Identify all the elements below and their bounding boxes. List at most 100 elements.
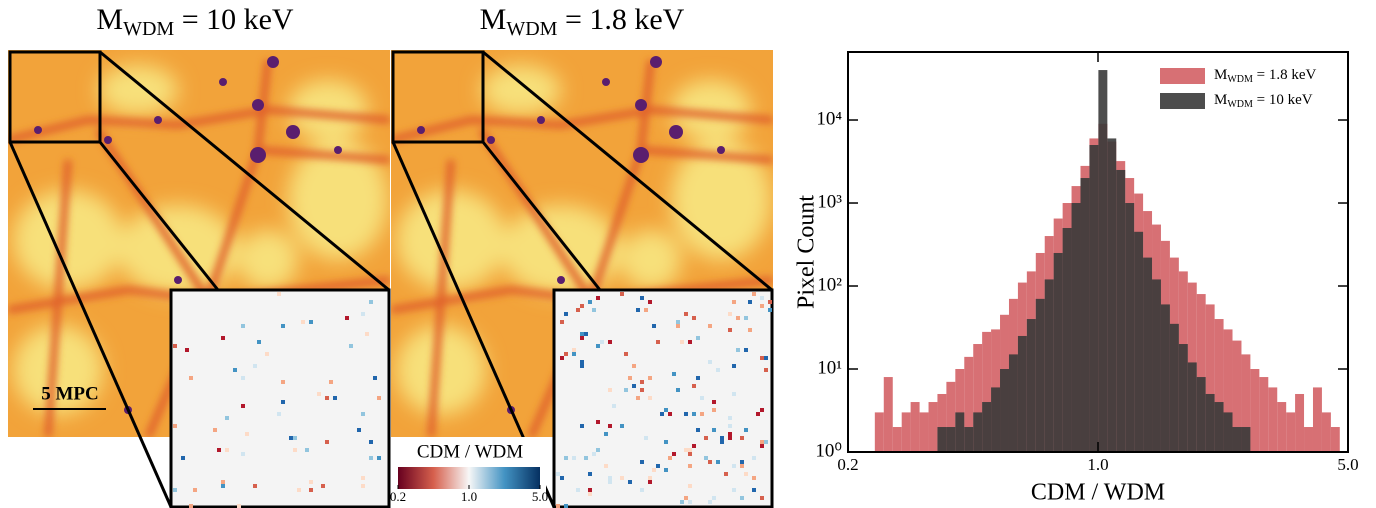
plot-frame (847, 51, 1349, 453)
inset-pixel (676, 388, 680, 392)
inset-pixel (744, 428, 748, 432)
histogram-bar (946, 427, 956, 452)
inset-pixel (712, 496, 716, 500)
inset-pixel (576, 308, 580, 312)
inset-pixel (592, 308, 596, 312)
colorbar-tick-label: 0.2 (390, 489, 406, 504)
inset-pixel (189, 376, 193, 380)
inset-pixel (696, 336, 700, 340)
x-tick-label: 1.0 (1087, 455, 1108, 474)
inset-pixel (281, 324, 285, 328)
inset-pixel (656, 340, 660, 344)
inset-pixel (708, 360, 712, 364)
inset-pixel (708, 324, 712, 328)
inset-pixel (760, 408, 764, 412)
histogram-bar (1241, 427, 1251, 452)
histogram-bar (1089, 145, 1099, 452)
inset-pixel (684, 412, 688, 416)
inset-pixel (648, 476, 652, 480)
histogram-bar (1205, 304, 1215, 452)
inset-pixel (728, 436, 732, 440)
inset-pixel (716, 460, 720, 464)
inset-pixel (644, 436, 648, 440)
inset-pixel (688, 340, 692, 344)
inset-pixels (173, 292, 772, 508)
inset-pixel (241, 376, 245, 380)
inset-pixel (760, 444, 764, 448)
inset-pixel (325, 396, 329, 400)
inset-pixel (584, 456, 588, 460)
inset-pixel (173, 488, 177, 492)
inset-pixel (636, 396, 640, 400)
inset-pixel (740, 436, 744, 440)
inset-pixel (648, 396, 652, 400)
histogram-bar (1312, 387, 1322, 452)
inset-pixel (245, 432, 249, 436)
inset-pixel (556, 504, 560, 508)
inset-pixel (277, 412, 281, 416)
inset-pixel (732, 488, 736, 492)
y-tick-label: 10⁰ (815, 440, 842, 461)
legend-part: M (1214, 67, 1227, 83)
title-part: = 1.8 keV (557, 3, 684, 36)
inset-pixel (241, 452, 245, 456)
histogram-bar (937, 393, 947, 452)
inset-pixel (708, 460, 712, 464)
inset-pixel (365, 332, 369, 336)
histogram-bar (1214, 402, 1224, 452)
y-axis-label: Pixel Count (794, 195, 820, 309)
inset-pixel (692, 412, 696, 416)
inset-pixel (628, 376, 632, 380)
inset-pixel (185, 348, 189, 352)
inset-pixel (768, 300, 772, 304)
legend-label: MWDM = 1.8 keV (1214, 67, 1317, 85)
histogram-bar (1143, 257, 1153, 452)
inset-pixel (193, 488, 197, 492)
inset-pixel (684, 448, 688, 452)
inset-pixel (584, 332, 588, 336)
inset-pixel (257, 340, 261, 344)
inset-pixel (752, 488, 756, 492)
inset-pixel (564, 352, 568, 356)
inset-pixel (361, 476, 365, 480)
colorbar-tick-label: 1.0 (461, 489, 477, 504)
inset-pixel (592, 452, 596, 456)
inset-pixel (688, 500, 692, 504)
inset-pixel (640, 388, 644, 392)
inset-pixel (632, 384, 636, 388)
inset-pixel (664, 408, 668, 412)
inset-pixel (173, 344, 177, 348)
inset-pixel (608, 424, 612, 428)
inset-pixel (572, 352, 576, 356)
colorbar-tick-label: 5.0 (532, 489, 548, 504)
histogram-bar (1268, 387, 1278, 452)
inset-pixel (265, 352, 269, 356)
histogram-bar (1152, 279, 1161, 452)
legend-part: = 1.8 keV (1253, 67, 1317, 83)
histogram-bar (874, 412, 884, 452)
inset-pixel (652, 324, 656, 328)
histogram-bar (1107, 138, 1117, 453)
ratio-inset (169, 288, 391, 508)
inset-pixel (608, 480, 612, 484)
inset-pixel (253, 484, 257, 488)
inset-pixel (760, 496, 764, 500)
inset-pixel (329, 380, 333, 384)
inset-pixel (680, 500, 684, 504)
inset-pixel (688, 484, 692, 488)
histogram-bar (1277, 402, 1287, 452)
inset-pixel (640, 488, 644, 492)
scale-bar-label: 5 MPC (41, 383, 99, 404)
inset-pixel (740, 496, 744, 500)
inset-pixel (580, 364, 584, 368)
inset-pixel (221, 480, 225, 484)
y-tick-label: 10¹ (817, 357, 842, 378)
inset-pixel (668, 456, 672, 460)
inset-pixel (241, 324, 245, 328)
inset-pixel (728, 424, 732, 428)
inset-pixel (732, 464, 736, 468)
histogram-bar (883, 377, 893, 452)
inset-pixel (173, 424, 177, 428)
